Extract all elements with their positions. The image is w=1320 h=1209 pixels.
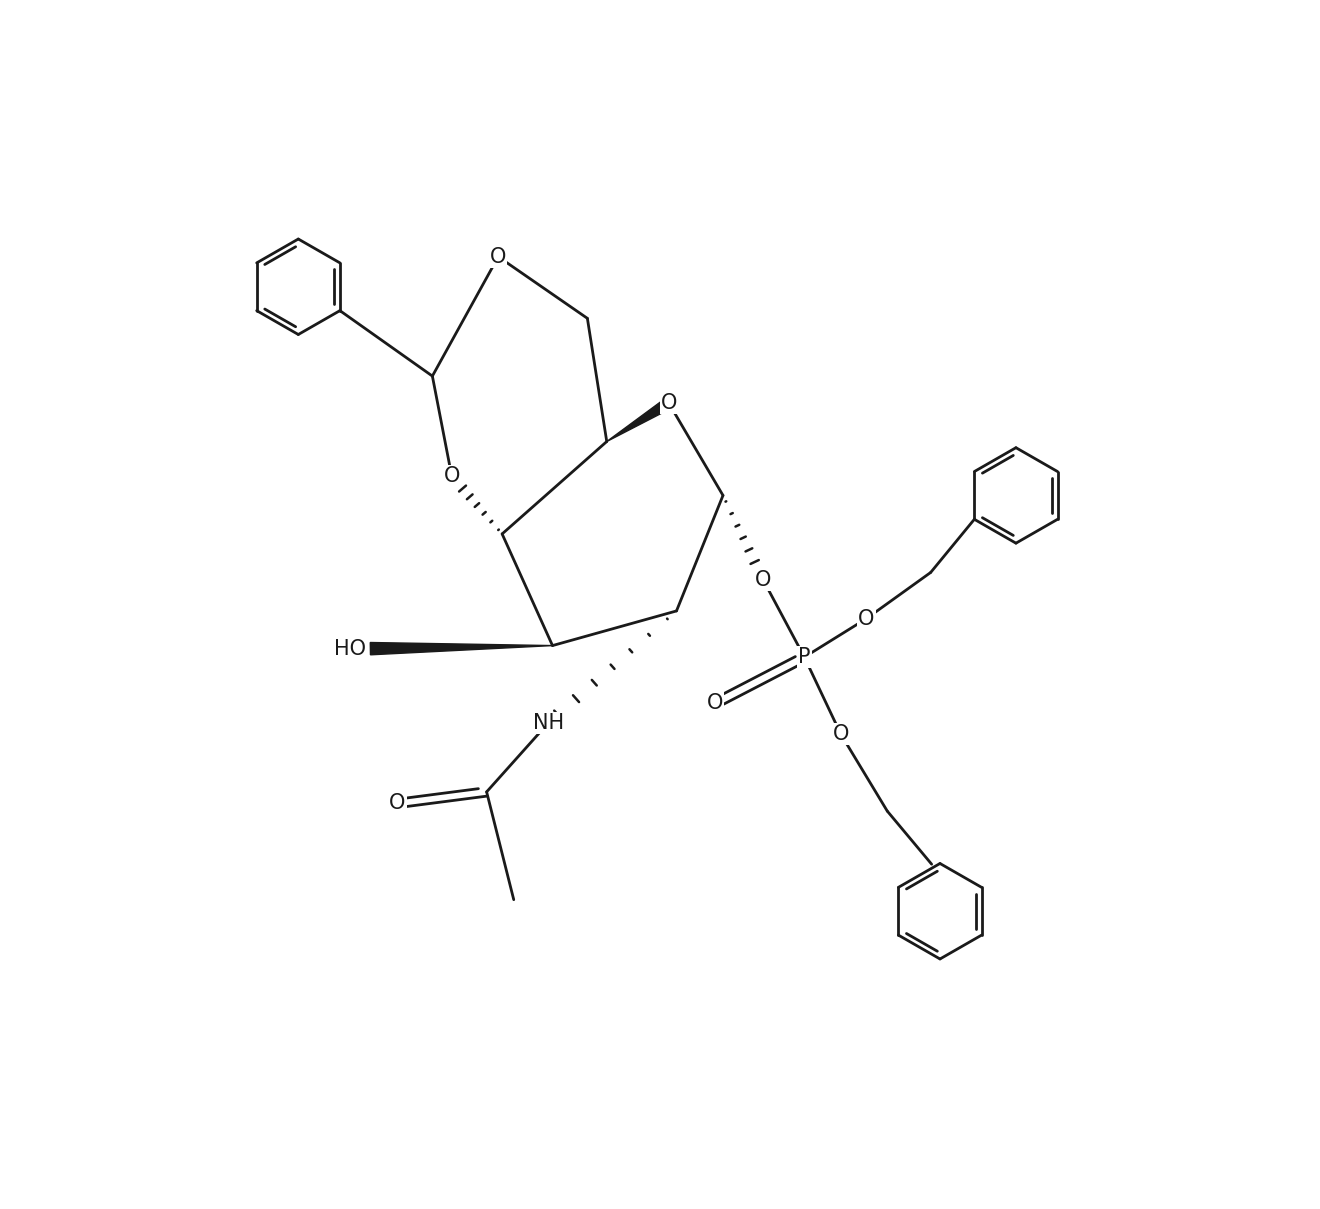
Text: O: O	[444, 467, 459, 486]
Text: O: O	[660, 393, 677, 413]
Text: O: O	[833, 724, 849, 744]
Text: O: O	[389, 793, 405, 814]
Text: O: O	[490, 247, 507, 267]
Text: O: O	[858, 608, 875, 629]
Text: NH: NH	[533, 712, 564, 733]
Polygon shape	[371, 642, 553, 655]
Text: O: O	[708, 693, 723, 713]
Text: P: P	[799, 647, 810, 667]
Polygon shape	[607, 398, 672, 441]
Text: HO: HO	[334, 638, 367, 659]
Text: O: O	[755, 571, 771, 590]
